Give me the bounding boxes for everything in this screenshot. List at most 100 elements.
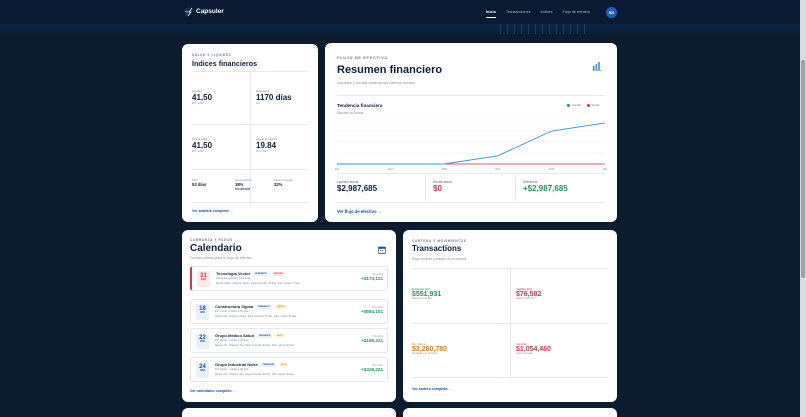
summary-eyebrow: FLUJO DE EFECTIVO — [337, 55, 389, 60]
stat-value: +$2,987,685 — [523, 184, 568, 193]
calendar-link[interactable]: Ver calendario completo → — [190, 389, 236, 393]
kpi-label: Prueba ácida — [192, 138, 208, 141]
transactions-title: Transactions — [412, 244, 462, 253]
legend-item-liquidez: Liquidez — [567, 104, 582, 107]
status-badge: PENDIENTE — [256, 305, 272, 309]
item-meta: Riesgo: Medio · Rotación: Medio · Pago p… — [216, 283, 300, 285]
box-sub: Gastos realizados — [516, 298, 535, 300]
kpi-sub: Moderada — [235, 187, 251, 191]
stat-value: $2,987,685 — [337, 184, 378, 193]
nav-item-flujo[interactable]: Flujo de efectivo — [562, 10, 591, 14]
calendar-item[interactable]: 24 ABR Grupo Industrial Norte PENDIENTE ALTO… — [190, 357, 388, 382]
transactions-card: CARTERA Y MOVIMIENTOS Transactions Flujo… — [403, 230, 617, 402]
date-month: ABR — [200, 370, 205, 372]
calendar-item[interactable]: 22 ABR Grupo Médico Salud PENDIENTE ALTO Por … — [190, 328, 388, 353]
risk-badge: ALTO — [275, 334, 285, 338]
kpi-dso: DSO 53 días — [192, 179, 206, 187]
scrollbar-thumb[interactable] — [801, 60, 805, 278]
arrow-right-icon: → — [232, 389, 237, 393]
kpi-value: 32% — [274, 182, 283, 187]
arrow-right-icon: → — [377, 209, 382, 214]
calendar-icon[interactable] — [378, 241, 386, 259]
calendar-date: 22 ABR — [196, 333, 209, 349]
nav-item-indices[interactable]: Índices — [540, 10, 553, 14]
amount-value: +$186,221 — [361, 338, 383, 343]
bar-chart-icon[interactable] — [592, 58, 602, 76]
company-name: Grupo Industrial Norte PENDIENTE ALTO — [215, 362, 289, 367]
kpi-value: 41.50 — [192, 93, 213, 102]
bottom-card-right — [403, 408, 617, 417]
avatar[interactable]: BN — [606, 7, 617, 18]
company-name: Grupo Médico Salud PENDIENTE ALTO — [215, 333, 285, 338]
stat-deuda: Deuda actual $0 — [433, 180, 452, 193]
kpi-sub: Muy sólido — [192, 102, 204, 105]
item-amount: Por cobrar +$326,221 — [361, 365, 383, 372]
item-meta: Riesgo: Alto · Rotación: Media · Pago pr… — [215, 316, 297, 318]
box-entradas: Entradas 30d $551,931 Depósitos recibido… — [412, 287, 441, 300]
transactions-link[interactable]: Ver cartera completa → — [412, 387, 452, 391]
hero-banner — [0, 24, 800, 34]
date-month: ABR — [200, 312, 205, 314]
kpi-label: Rotamiento — [256, 90, 270, 93]
item-amount: Por cobrar +$186,221 — [361, 336, 383, 343]
box-label: Salidas 30d — [516, 287, 532, 291]
stat-diferencia: Diferencia +$2,987,685 — [523, 180, 568, 193]
summary-link[interactable]: Ver flujo de efectivo → — [337, 209, 382, 214]
date-day: 31 — [200, 273, 207, 279]
summary-subtitle: Liquidez y deuda durante los últimos mes… — [337, 80, 416, 85]
series-line-liquidez — [337, 122, 606, 165]
date-day: 24 — [199, 364, 206, 370]
amount-value: +$584,101 — [361, 309, 383, 314]
nav-item-transacciones[interactable]: Transacciones — [505, 10, 531, 14]
indices-link[interactable]: Ver análisis completo → — [192, 209, 233, 213]
kpi-concentracion: Concentración 18% Moderada — [235, 179, 252, 191]
company-name: Tecnología Vector PENDIENTE VENCIDO — [216, 271, 285, 276]
risk-badge: ALTO — [279, 363, 289, 367]
calendar-date: 18 ABR — [196, 304, 209, 320]
date-day: 18 — [199, 306, 206, 312]
item-meta: Riesgo: Alto · Rotación: Alta · Pago pro… — [215, 374, 294, 376]
x-tick-label: NOV — [549, 167, 555, 171]
calendar-item[interactable]: 18 ABR Constructora Sigma PENDIENTE CRÍTICO P… — [190, 299, 388, 324]
nav-item-inicio[interactable]: Inicio — [486, 10, 496, 18]
kpi-prueba-acida: Prueba ácida 41.50 Muy sólido — [192, 138, 212, 153]
status-badge: PENDIENTE — [256, 334, 273, 338]
item-amount: Por cobrar +$173,121 — [361, 274, 383, 281]
kpi-sub: Muy sólido — [256, 150, 268, 153]
indices-eyebrow: SALUD Y LIQUIDEZ — [192, 53, 232, 57]
date-month: ABR — [200, 341, 205, 343]
chart-legend: Liquidez Deuda — [567, 104, 599, 107]
amount-value: +$173,121 — [361, 276, 383, 281]
box-vencido: Vencido $1,054,460 Cartera vencida — [516, 342, 551, 355]
stat-label: Diferencia — [523, 180, 538, 184]
calendar-date: 31 MAR — [197, 271, 210, 287]
page-scrollbar[interactable] — [800, 0, 806, 417]
kpi-value: 18% — [235, 182, 244, 187]
app-logo[interactable]: Capsuler — [184, 6, 224, 17]
main-nav: Inicio Transacciones Índices Flujo de ef… — [486, 10, 591, 18]
item-amount: Por cobrar +$584,101 — [361, 307, 383, 314]
calendar-subtitle: Fechas críticas para tu flujo de efectiv… — [190, 256, 253, 260]
status-badge: PENDIENTE — [253, 272, 269, 276]
box-label: Por cobrar — [412, 342, 427, 346]
kpi-cartera-vencida: Cartera vencida 32% — [274, 179, 292, 187]
kpi-value: 1170 días — [256, 93, 292, 102]
kpi-liquidez: Liquidez 41.50 Muy sólido — [192, 90, 212, 105]
calendar-item[interactable]: 31 MAR Tecnología Vector PENDIENTE VENCIDO Co… — [190, 266, 388, 291]
legend-item-deuda: Deuda — [586, 104, 599, 107]
link-label: Ver cartera completa — [412, 387, 448, 391]
indices-card: SALUD Y LIQUIDEZ Índices financieros Liq… — [182, 44, 318, 222]
box-por-cobrar: Por cobrar $3,260,780 Pendientes de cobr… — [412, 342, 447, 355]
risk-badge: VENCIDO — [271, 272, 285, 276]
item-meta: Riesgo: Alto · Rotación: Alta · Pago pro… — [215, 345, 294, 347]
box-sub: Cartera vencida — [516, 353, 533, 355]
amount-label: Por cobrar — [372, 365, 383, 367]
calendar-eyebrow: COBRANZA Y PAGOS — [190, 238, 233, 242]
kpi-label: DSO — [192, 179, 198, 182]
stat-liquidez: Liquidez actual $2,987,685 — [337, 180, 377, 193]
x-tick-label: OCT — [495, 167, 501, 171]
indices-title: Índices financieros — [192, 59, 258, 68]
amount-value: +$326,221 — [361, 367, 383, 372]
amount-label: Por cobrar — [372, 307, 383, 309]
bottom-card-left — [182, 408, 396, 417]
